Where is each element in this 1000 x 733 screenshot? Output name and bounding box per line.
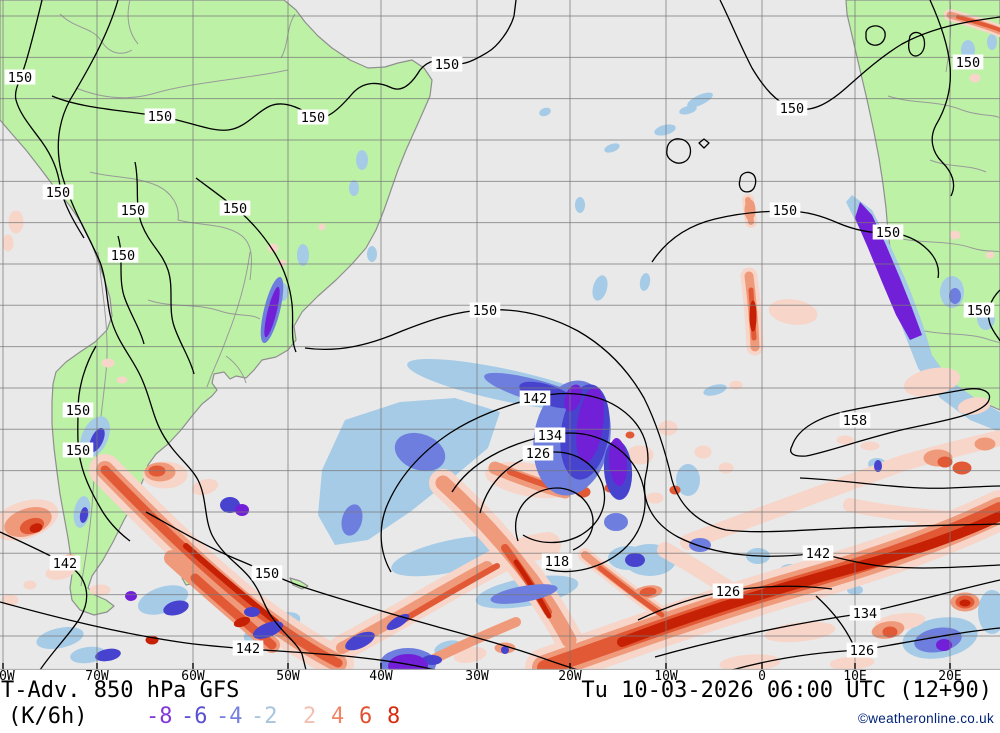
copyright[interactable]: ©weatheronline.co.uk: [857, 711, 994, 726]
isoline-label: 126: [522, 445, 554, 462]
svg-text:150: 150: [473, 303, 497, 319]
isoline-label: 150: [431, 56, 463, 73]
isoline-label: 150: [297, 109, 329, 126]
svg-text:150: 150: [967, 303, 991, 319]
svg-text:150: 150: [435, 57, 459, 73]
svg-text:150: 150: [66, 443, 90, 459]
svg-text:126: 126: [716, 584, 740, 600]
legend-value--4: -4: [216, 704, 243, 729]
isoline-label: 150: [776, 100, 808, 117]
isoline-label: 150: [963, 302, 995, 319]
isoline-label: 142: [519, 390, 551, 407]
legend-value-2: 2: [303, 704, 317, 729]
tick-label-70W: 70W: [85, 669, 109, 684]
tick-label-10W: 10W: [654, 669, 678, 684]
tick-label-20E: 20E: [938, 669, 962, 684]
isoline-label: 150: [469, 302, 501, 319]
tick-label-40W: 40W: [369, 669, 393, 684]
svg-text:142: 142: [236, 641, 260, 657]
isoline-label: 134: [849, 605, 881, 622]
legend-value--2: -2: [251, 704, 278, 729]
svg-text:126: 126: [526, 446, 550, 462]
isoline-label: 150: [117, 202, 149, 219]
tick-label-0: 0: [758, 669, 766, 684]
legend-value-6: 6: [359, 704, 373, 729]
svg-text:158: 158: [843, 413, 867, 429]
isoline-label: 150: [107, 247, 139, 264]
tick-label-50W: 50W: [276, 669, 300, 684]
tick-label-20W: 20W: [558, 669, 582, 684]
isoline-label: 126: [712, 583, 744, 600]
svg-text:150: 150: [301, 110, 325, 126]
svg-text:142: 142: [523, 391, 547, 407]
legend-value--8: -8: [146, 704, 173, 729]
tick-label-80W: 80W: [0, 669, 15, 684]
legend-value-8: 8: [387, 704, 401, 729]
tick-label-10E: 10E: [843, 669, 867, 684]
isoline-label: 134: [534, 427, 566, 444]
country-borders: [59, 0, 1000, 587]
isolines: [0, 0, 1000, 670]
legend-value-4: 4: [331, 704, 345, 729]
tick-label-60W: 60W: [181, 669, 205, 684]
svg-text:134: 134: [538, 428, 562, 444]
weather-map-svg: 150 150 150 150 150 150 150 150 150 150 150 150 150 1…: [0, 0, 1000, 670]
amazon-river: [75, 69, 289, 99]
isoline-label: 150: [769, 202, 801, 219]
map-title: T-Adv. 850 hPa GFS: [1, 678, 240, 703]
svg-text:150: 150: [255, 566, 279, 582]
svg-text:150: 150: [956, 55, 980, 71]
unit-label: (K/6h): [8, 704, 88, 729]
svg-text:150: 150: [773, 203, 797, 219]
isoline-label: 150: [219, 200, 251, 217]
svg-text:150: 150: [8, 70, 32, 86]
isoline-label: 150: [62, 402, 94, 419]
tick-label-30W: 30W: [465, 669, 489, 684]
legend-value--6: -6: [181, 704, 208, 729]
axis-tick-marks: [2, 663, 951, 670]
isoline-label: 126: [846, 642, 878, 659]
isoline-label: 150: [144, 108, 176, 125]
isoline-label: 150: [952, 54, 984, 71]
svg-text:150: 150: [121, 203, 145, 219]
isoline-label: 118: [541, 553, 573, 570]
svg-text:150: 150: [780, 101, 804, 117]
isoline-label: 142: [232, 640, 264, 657]
isoline-label: 150: [872, 224, 904, 241]
svg-text:142: 142: [53, 556, 77, 572]
isoline-labels: 150 150 150 150 150 150 150 150 150 150 150 150 150 1…: [4, 54, 995, 659]
isoline-label: 150: [251, 565, 283, 582]
svg-text:150: 150: [66, 403, 90, 419]
isoline-label: 142: [49, 555, 81, 572]
isoline-label: 150: [62, 442, 94, 459]
isoline-label: 158: [839, 412, 871, 429]
map-image: 150 150 150 150 150 150 150 150 150 150 150 150 150 1…: [0, 0, 1000, 670]
svg-text:134: 134: [853, 606, 877, 622]
svg-text:142: 142: [806, 546, 830, 562]
svg-text:150: 150: [148, 109, 172, 125]
svg-text:126: 126: [850, 643, 874, 659]
svg-text:150: 150: [223, 201, 247, 217]
isoline-label: 142: [802, 545, 834, 562]
isoline-label: 150: [42, 184, 74, 201]
svg-text:150: 150: [111, 248, 135, 264]
svg-text:150: 150: [46, 185, 70, 201]
isoline-label: 150: [4, 69, 36, 86]
valid-time: Tu 10-03-2026 06:00 UTC (12+90): [581, 678, 992, 703]
svg-text:118: 118: [545, 554, 569, 570]
svg-text:150: 150: [876, 225, 900, 241]
